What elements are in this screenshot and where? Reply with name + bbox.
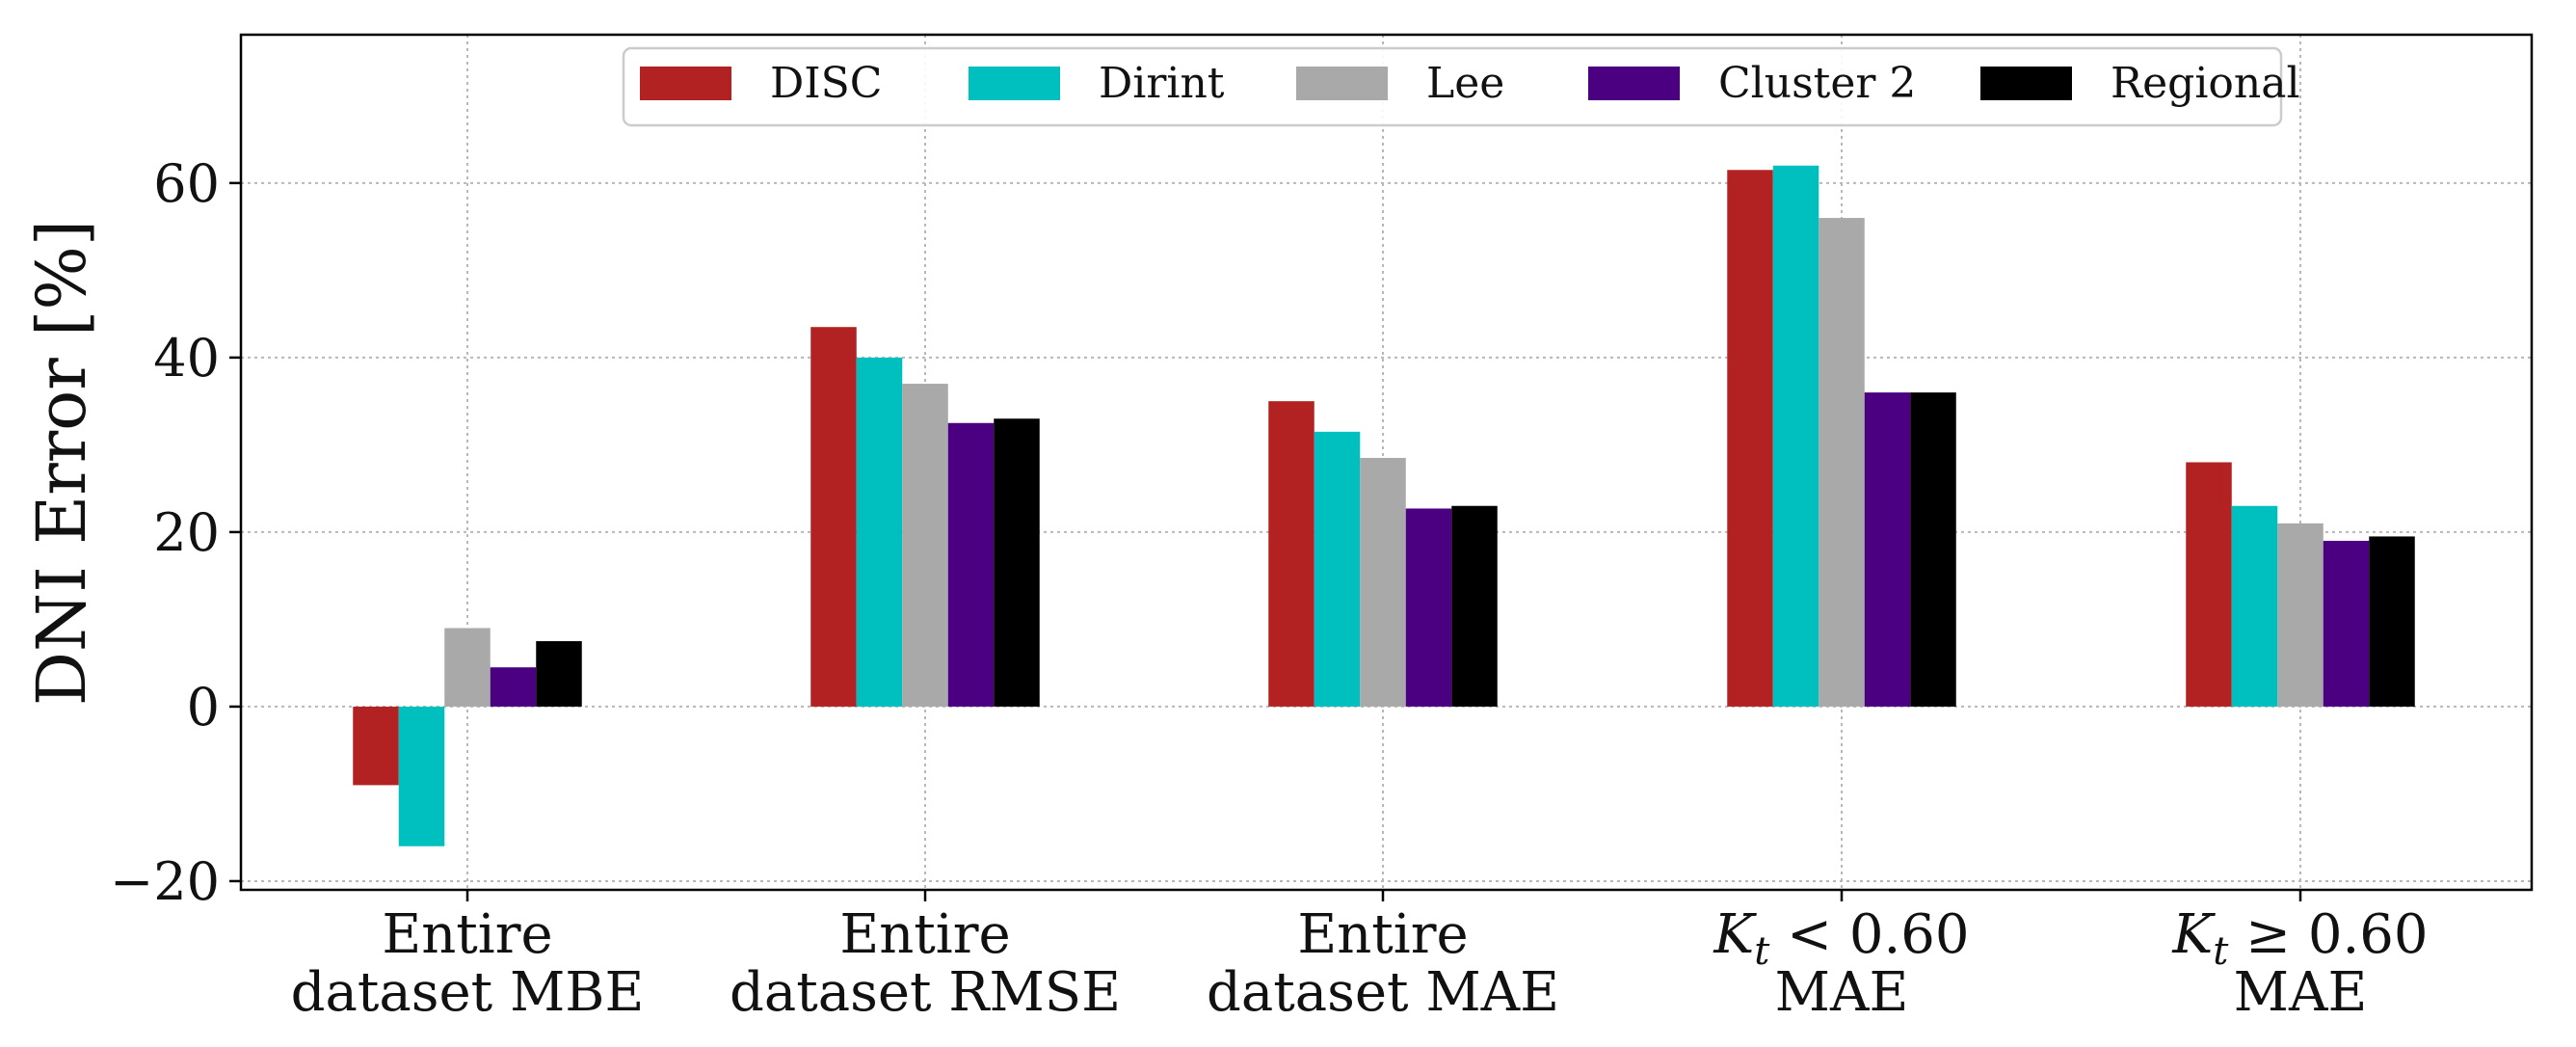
x-tick-label-line1: Entire [1297,903,1468,966]
legend-label: DISC [770,59,882,108]
legend-item: Lee [1296,59,1504,108]
y-tick-label: −20 [110,851,220,912]
bar [2186,462,2232,707]
x-tick-label-line2: dataset MBE [291,961,645,1024]
legend-swatch [1980,67,2072,100]
legend-item: Dirint [969,59,1225,108]
bar [1314,431,1361,707]
bar [398,706,445,846]
legend-swatch [1588,67,1680,100]
legend-item: Cluster 2 [1588,59,1916,108]
legend-item: DISC [640,59,882,108]
bar [1910,392,1956,707]
y-axis-label: DNI Error [%] [22,220,101,706]
legend-swatch [640,67,731,100]
y-tick-label: 40 [153,328,220,389]
bar [1360,457,1406,707]
x-tick-label-line1: Kt ≥ 0.60 [2171,903,2428,974]
bar [444,628,491,707]
legend-label: Cluster 2 [1718,59,1916,108]
bar [1405,508,1452,707]
bar [994,418,1040,707]
y-tick-label: 20 [153,502,220,563]
legend-swatch [1296,67,1388,100]
bar [1268,401,1315,707]
legend: DISC Dirint Lee Cluster 2 Regional [622,46,2300,127]
x-tick-label-line1: Entire [382,903,552,966]
plot-frame [239,33,2534,892]
bar [1819,218,1865,707]
bar [2277,523,2324,707]
bar [902,384,948,707]
legend-label: Dirint [1099,59,1225,108]
bars [353,165,2415,846]
x-tick-label-line2: MAE [2234,961,2368,1024]
bar [1864,392,1911,707]
x-tick-label-line2: MAE [1775,961,1909,1024]
x-tick-label-line1: Kt < 0.60 [1713,903,1969,974]
legend-swatch [969,67,1060,100]
bar [1772,165,1819,707]
bar [536,641,582,707]
bar [1451,505,1498,707]
bar [810,327,857,707]
bar [856,357,903,707]
y-tick-label: 60 [153,153,220,214]
legend-label: Lee [1426,59,1504,108]
bar [947,422,995,707]
bar [1727,170,1773,707]
x-tick-label-line2: dataset RMSE [730,961,1121,1024]
bar [2369,536,2415,707]
legend-label: Regional [2111,59,2300,108]
y-axis-ticks: −20 0 20 40 60 [110,153,241,912]
bar [490,667,537,707]
legend-item: Regional [1980,59,2300,108]
bar [2231,505,2278,707]
y-tick-label: 0 [187,677,220,738]
bar [353,706,399,786]
x-tick-label-line1: Entire [839,903,1010,966]
bar [2323,540,2370,707]
x-tick-label-line2: dataset MAE [1207,961,1559,1024]
